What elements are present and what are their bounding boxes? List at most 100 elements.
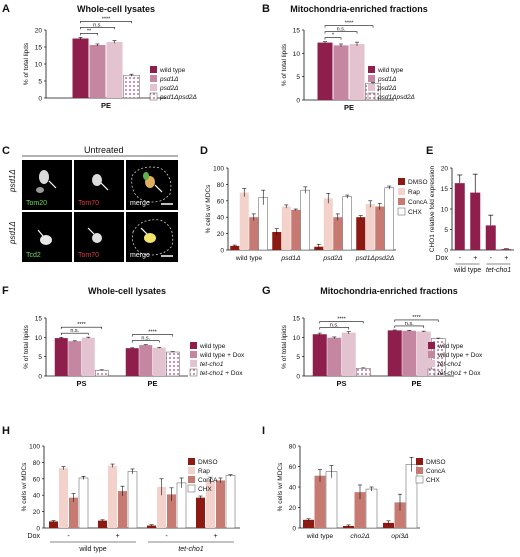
- dox-axis-label: Dox: [28, 533, 41, 540]
- legend-swatch: [428, 351, 435, 358]
- legend-label: CHX: [426, 477, 440, 484]
- legend-label: psd2Δ: [377, 85, 396, 92]
- significance-label: n.s.: [330, 323, 339, 329]
- bar: [454, 183, 465, 250]
- legend-swatch: [428, 342, 435, 349]
- y-tick-label: 15: [293, 28, 301, 35]
- dox-label: -: [459, 255, 462, 262]
- significance-label: n.s.: [141, 336, 150, 342]
- y-tick-label: 80: [217, 182, 225, 189]
- significance-bracket: [319, 327, 350, 330]
- legend-label: tet-cho1 + Dox: [200, 370, 243, 377]
- significance-bracket: [60, 332, 89, 336]
- legend-swatch: [398, 178, 405, 185]
- panel-label-g: G: [262, 285, 271, 297]
- legend-label: DMSO: [408, 179, 428, 186]
- bar: [81, 337, 95, 376]
- y-tick-label: 20: [217, 231, 225, 238]
- significance-label: ****: [345, 21, 354, 27]
- x-group-label: wild type: [78, 546, 106, 553]
- y-tick-label: 10: [35, 335, 43, 342]
- legend-label: DMSO: [198, 459, 218, 466]
- legend-label: tet-cho1 + Dox: [438, 370, 481, 377]
- bar: [272, 231, 282, 250]
- legend-swatch: [188, 458, 195, 465]
- y-tick-label: 5: [38, 354, 42, 361]
- bar: [78, 477, 89, 529]
- chart-title: Mitochondria-enriched fractions: [320, 286, 458, 296]
- x-tick-label: wild type: [235, 255, 263, 262]
- y-axis-label: % cells w/ MDCs: [21, 462, 28, 512]
- y-tick-label: 0: [36, 526, 40, 533]
- bar: [230, 245, 240, 250]
- legend-swatch: [190, 351, 197, 358]
- legend-swatch: [368, 75, 375, 82]
- bar: [333, 217, 343, 250]
- legend-swatch: [188, 476, 195, 483]
- bar: [365, 204, 375, 250]
- bar: [258, 197, 268, 251]
- bar: [139, 345, 153, 376]
- x-tick-label: PE: [411, 379, 421, 388]
- y-tick-label: 20: [441, 166, 449, 173]
- bar: [89, 44, 106, 98]
- chart-title: Whole-cell lysates: [88, 286, 166, 296]
- bar: [312, 334, 327, 376]
- y-tick-label: 20: [289, 505, 297, 512]
- legend-label: wild type: [199, 343, 226, 350]
- legend-label: ConcA: [198, 477, 218, 484]
- bar: [72, 38, 89, 98]
- significance-bracket: [324, 31, 358, 34]
- legend-swatch: [416, 458, 423, 465]
- y-tick-label: 10: [441, 207, 449, 214]
- y-axis-label: % of total lipds: [23, 42, 30, 85]
- legend-swatch: [190, 342, 197, 349]
- bar: [375, 206, 385, 250]
- x-tick-label: psd1Δpsd2Δ: [355, 255, 395, 262]
- y-tick-label: 80: [289, 444, 297, 451]
- bar: [300, 189, 310, 251]
- x-tick-label: +: [213, 533, 217, 540]
- legend-swatch: [189, 368, 198, 377]
- dox-label: -: [490, 255, 493, 262]
- legend-swatch: [187, 484, 196, 493]
- legend-swatch: [416, 467, 423, 474]
- bar: [118, 491, 127, 528]
- significance-bracket: [324, 37, 342, 40]
- y-tick-label: 15: [441, 186, 449, 193]
- legend-swatch: [397, 207, 406, 216]
- y-axis-label: % of total lipids: [23, 324, 30, 368]
- bar: [249, 217, 259, 250]
- chart-panel-d: D 0 20 40 60 80 100 % cells w/ MDCs wild type psd…: [200, 145, 428, 262]
- bar: [147, 525, 156, 528]
- bar: [416, 331, 431, 376]
- bar: [341, 332, 356, 376]
- bar: [402, 330, 417, 376]
- bar: [327, 337, 342, 376]
- panel-label-a: A: [2, 3, 10, 15]
- legend-swatch: [150, 84, 157, 91]
- panel-label-h: H: [2, 425, 10, 437]
- y-tick-label: 100: [29, 444, 40, 451]
- legend-label: psd1Δ: [159, 76, 178, 83]
- legend-label: psd2Δ: [159, 85, 178, 92]
- legend-swatch: [188, 467, 195, 474]
- significance-label: n.s.: [70, 328, 79, 334]
- legend-label: psd1Δpsd2Δ: [159, 94, 197, 101]
- bar: [384, 187, 394, 251]
- y-tick-label: 10: [293, 335, 301, 342]
- y-tick-label: 0: [296, 374, 300, 381]
- bar: [394, 502, 406, 528]
- y-tick-label: 0: [296, 98, 300, 105]
- legend-swatch: [415, 475, 424, 484]
- panel-label-f: F: [2, 285, 9, 297]
- x-tick-label: PE: [101, 101, 111, 110]
- y-tick-label: 40: [33, 493, 41, 500]
- dox-label: +: [473, 255, 477, 262]
- bar: [303, 519, 314, 528]
- legend-label: wild type + Dox: [437, 352, 483, 359]
- bar: [470, 192, 481, 250]
- legend-swatch: [368, 66, 375, 73]
- y-tick-label: 0: [444, 248, 448, 255]
- bar: [106, 41, 123, 98]
